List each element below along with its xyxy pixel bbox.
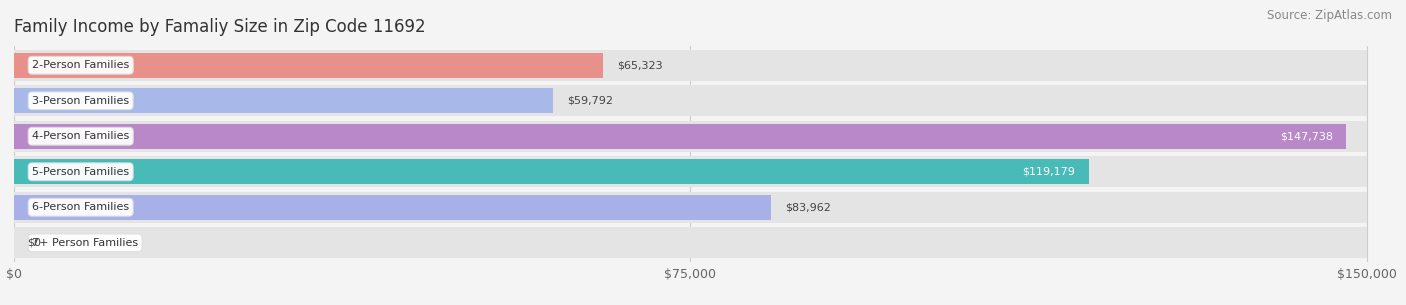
Text: $119,179: $119,179 — [1022, 167, 1076, 177]
Bar — [14, 195, 772, 220]
Bar — [14, 192, 1367, 223]
Bar — [14, 124, 1347, 149]
Text: $0: $0 — [28, 238, 42, 248]
Text: 4-Person Families: 4-Person Families — [32, 131, 129, 141]
Bar — [14, 85, 1367, 117]
Bar — [14, 159, 1088, 184]
Text: $65,323: $65,323 — [617, 60, 662, 70]
Bar — [14, 227, 1367, 258]
Text: $83,962: $83,962 — [785, 202, 831, 212]
Bar — [14, 156, 1367, 187]
Text: 3-Person Families: 3-Person Families — [32, 96, 129, 106]
Text: 5-Person Families: 5-Person Families — [32, 167, 129, 177]
Text: Source: ZipAtlas.com: Source: ZipAtlas.com — [1267, 9, 1392, 22]
Text: $59,792: $59,792 — [567, 96, 613, 106]
Text: 6-Person Families: 6-Person Families — [32, 202, 129, 212]
Bar — [14, 53, 603, 78]
Bar — [14, 121, 1367, 152]
Text: 2-Person Families: 2-Person Families — [32, 60, 129, 70]
Bar — [14, 50, 1367, 81]
Text: 7+ Person Families: 7+ Person Families — [32, 238, 138, 248]
Bar — [14, 88, 554, 113]
Text: $147,738: $147,738 — [1279, 131, 1333, 141]
Text: Family Income by Famaliy Size in Zip Code 11692: Family Income by Famaliy Size in Zip Cod… — [14, 18, 426, 36]
